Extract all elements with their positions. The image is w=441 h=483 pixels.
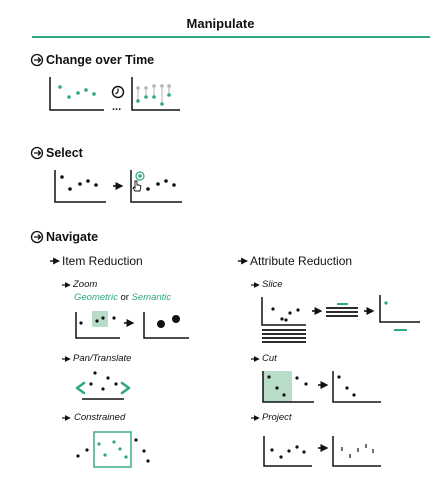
cut-label: Cut — [262, 353, 277, 364]
slice-cube-plot — [261, 297, 306, 343]
zoom-options: Geometric or Semantic — [74, 292, 171, 303]
project-after-plot — [332, 436, 381, 467]
pan-translate-label: Pan/Translate — [73, 353, 132, 364]
zoom-after-plot — [143, 312, 189, 339]
zoom-before-plot — [75, 311, 120, 339]
attribute-reduction-heading: Attribute Reduction — [250, 254, 353, 268]
pan-left-icon — [75, 381, 86, 395]
project-label: Project — [262, 412, 292, 423]
title-divider — [32, 36, 430, 38]
zoom-semantic: Semantic — [131, 292, 172, 303]
project-before-plot — [263, 436, 312, 467]
slice-label: Slice — [262, 279, 283, 290]
change-after-plot — [131, 77, 180, 111]
zoom-geometric: Geometric — [74, 292, 118, 303]
page-title: Manipulate — [186, 16, 255, 31]
bullet-change-icon — [30, 53, 44, 67]
slice-result-plot — [379, 295, 420, 331]
zoom-label: Zoom — [73, 279, 98, 290]
cut-before-plot — [262, 371, 314, 403]
bullet-select-icon — [30, 146, 44, 160]
bullet-navigate-icon — [30, 230, 44, 244]
pan-right-icon — [120, 381, 131, 395]
zoom-or: or — [120, 292, 129, 303]
constrained-label: Constrained — [74, 412, 126, 423]
ellipsis-text: ... — [112, 101, 122, 113]
slice-table — [326, 303, 358, 317]
hand-pointer-icon — [132, 180, 142, 192]
section-change-over-time: Change over Time — [46, 53, 155, 67]
section-select: Select — [46, 146, 83, 160]
select-before-plot — [54, 170, 106, 203]
item-reduction-heading: Item Reduction — [62, 254, 143, 268]
change-before-plot — [49, 77, 104, 111]
section-navigate: Navigate — [46, 230, 99, 244]
clock-icon — [111, 85, 125, 99]
cut-after-plot — [332, 371, 381, 403]
pan-plot — [75, 371, 131, 400]
constrained-plot — [76, 431, 150, 468]
select-after-plot — [130, 170, 182, 203]
